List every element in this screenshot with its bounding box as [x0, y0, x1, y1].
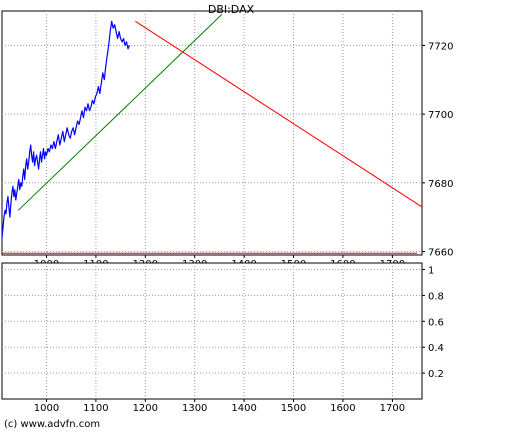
uptrend-line [17, 14, 223, 211]
chart-title: DBI:DAX [208, 3, 255, 16]
indicator-y-tick-label: 0.6 [428, 317, 444, 328]
indicator-plot-area [1, 262, 423, 400]
copyright-text: (c) www.advfn.com [4, 419, 100, 430]
price-plot-area [1, 10, 423, 256]
indicator-x-tick-label: 1700 [380, 403, 405, 414]
indicator-x-tick-label: 1300 [182, 403, 207, 414]
price-gridlines [2, 11, 422, 255]
indicator-x-tick-label: 1100 [83, 403, 108, 414]
indicator-x-tick-label: 1500 [281, 403, 306, 414]
indicator-x-axis: 1000 1100 1200 1300 1400 1500 1600 1700 [34, 399, 405, 414]
indicator-x-tick-label: 1400 [231, 403, 256, 414]
price-series [1, 14, 423, 254]
price-y-tick-label: 7720 [428, 41, 453, 52]
indicator-panel: 1000 1100 1200 1300 1400 1500 1600 1700 0.20.40… [1, 262, 444, 414]
indicator-y-tick-label: 0.2 [428, 369, 444, 380]
price-y-tick-label: 7700 [428, 110, 453, 121]
indicator-x-tick-label: 1200 [133, 403, 158, 414]
price-y-tick-label: 7680 [428, 179, 453, 190]
indicator-x-tick-label: 1000 [34, 403, 59, 414]
indicator-x-tick-label: 1600 [330, 403, 355, 414]
indicator-y-tick-label: 1 [428, 266, 434, 277]
indicator-y-axis: 0.2 0.4 0.6 0.8 1 [422, 266, 444, 380]
indicator-y-tick-label: 0.4 [428, 343, 444, 354]
price-y-axis: 7660 7680 7700 7720 [422, 41, 453, 259]
indicator-gridlines [2, 263, 422, 399]
downtrend-line [135, 20, 423, 208]
price-y-tick-label: 7660 [428, 248, 453, 259]
dax-price-line [1, 20, 131, 238]
indicator-y-tick-label: 0.8 [428, 291, 444, 302]
